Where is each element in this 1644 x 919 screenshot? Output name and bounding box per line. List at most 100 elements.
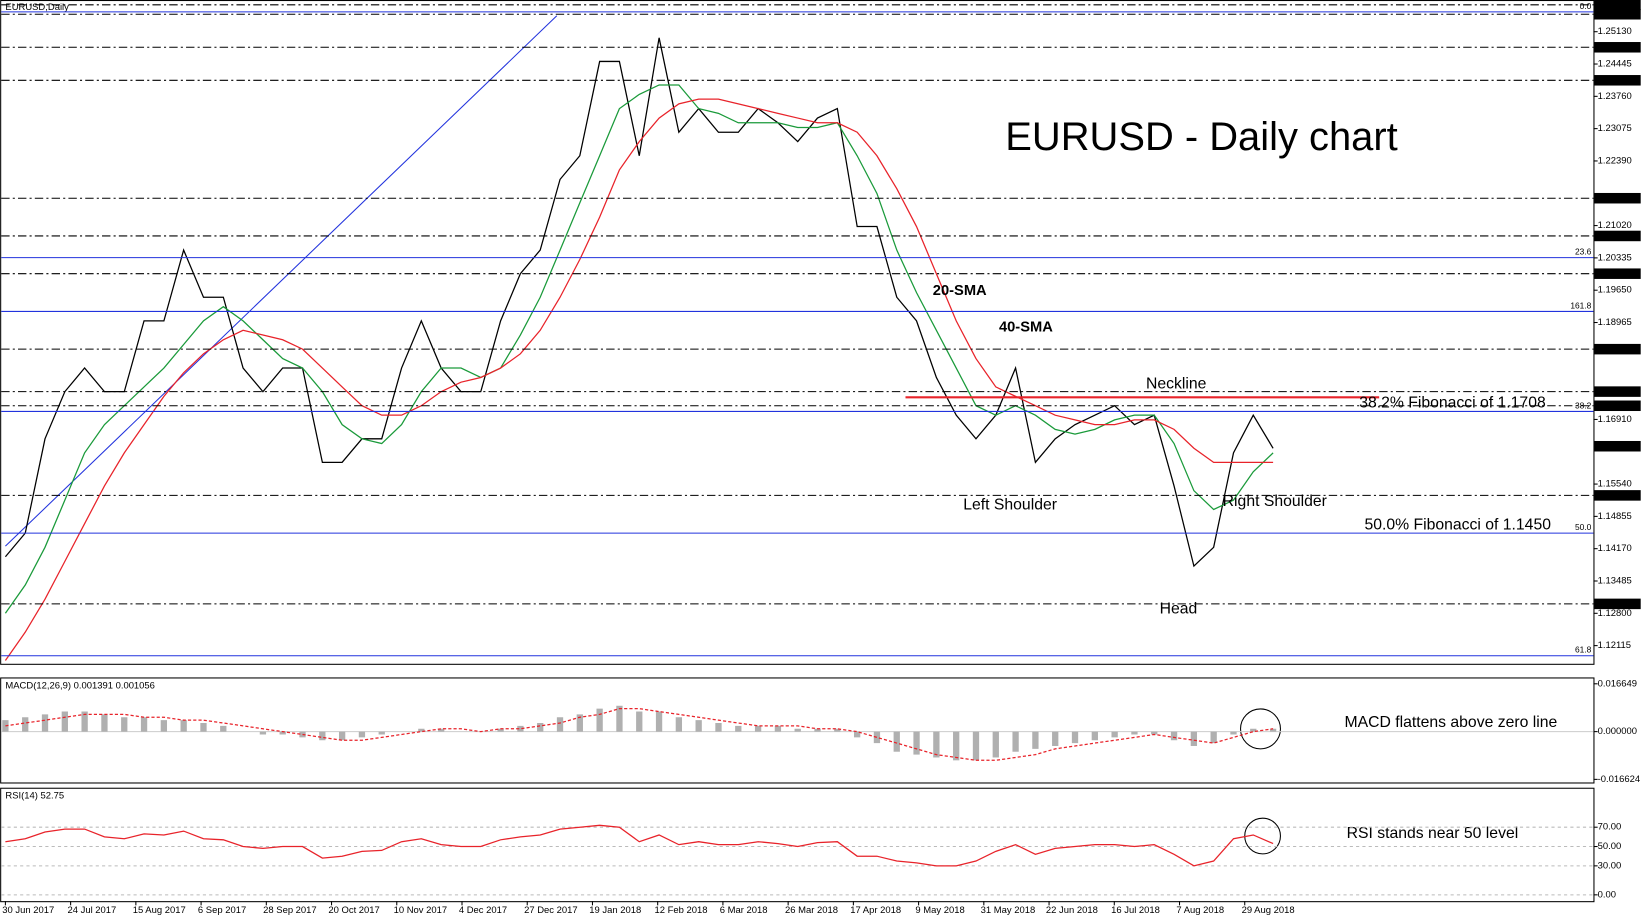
macd-bar [814, 728, 821, 732]
annotation: 50.0% Fibonacci of 1.1450 [1364, 516, 1551, 533]
y-tick-label: 1.23760 [1598, 91, 1632, 102]
macd-bar [81, 711, 88, 732]
line-series [5, 824, 1274, 867]
macd-bar [259, 731, 267, 735]
x-tick-label: 19 Jan 2018 [589, 905, 641, 916]
x-tick-label: 4 Dec 2017 [459, 905, 507, 916]
y-tick-label: 1.14170 [1598, 543, 1632, 554]
x-tick-label: 12 Feb 2018 [655, 905, 708, 916]
macd-bar [695, 720, 702, 732]
macd-bar [972, 731, 980, 761]
rsi-title: RSI(14) 52.75 [5, 791, 64, 802]
x-tick-label: 30 Jun 2017 [2, 905, 54, 916]
macd-bar [1230, 731, 1237, 735]
level-label: 1.20800 [1598, 230, 1632, 241]
macd-bar [1012, 731, 1019, 752]
fib-label: 23.6 [1575, 247, 1592, 257]
y-tick-label: 1.13485 [1598, 575, 1632, 586]
y-tick-label: 1.23075 [1598, 123, 1632, 134]
x-tick-label: 31 May 2018 [981, 905, 1036, 916]
annotation: 20-SMA [933, 283, 987, 299]
macd-bar [22, 717, 29, 732]
macd-bar [418, 728, 425, 732]
level-label: 1.24800 [1598, 42, 1632, 53]
macd-bar [596, 708, 603, 732]
level-box [1594, 268, 1641, 279]
macd-bar [992, 731, 999, 758]
level-label: 1.17500 [1598, 386, 1632, 397]
macd-bar [1032, 731, 1039, 749]
line-series [4, 98, 1274, 661]
level-label: 1.17200 [1598, 400, 1632, 411]
macd-panel [0, 677, 1595, 784]
macd-title: MACD(12,26,9) 0.001391 0.001056 [5, 680, 155, 691]
x-tick-label: 24 Jul 2017 [67, 905, 116, 916]
y-tick-label: 1.12115 [1598, 640, 1631, 651]
price-box [1594, 440, 1641, 452]
x-tick-label: 6 Mar 2018 [720, 905, 768, 916]
y-tick-label: 0.016649 [1598, 678, 1637, 689]
macd-bar [41, 714, 49, 732]
level-box [1594, 42, 1641, 53]
x-tick-label: 22 Jun 2018 [1046, 905, 1098, 916]
trend-line [5, 15, 558, 547]
main-panel [0, 0, 1595, 665]
macd-bar [2, 720, 9, 732]
macd-bar [358, 731, 366, 738]
chart-title: EURUSD - Daily chart [1005, 115, 1397, 159]
macd-bar [655, 711, 663, 732]
level-box [1594, 9, 1641, 20]
level-label: 1.21600 [1598, 193, 1632, 204]
y-tick-label: 0.00 [1598, 889, 1616, 900]
macd-bar [715, 723, 722, 732]
macd-bar [576, 714, 583, 732]
annotation: 38.2% Fibonacci of 1.1708 [1359, 394, 1546, 411]
annotation: Neckline [1146, 376, 1207, 393]
y-tick-label: 70.00 [1598, 822, 1622, 833]
y-tick-label: 1.14855 [1598, 511, 1632, 522]
y-tick-label: 1.18965 [1598, 317, 1632, 328]
macd-bar [953, 731, 960, 761]
fib-label: 50.0 [1575, 522, 1592, 532]
fib-label: 61.8 [1575, 645, 1592, 655]
macd-bar [180, 720, 187, 732]
x-tick-label: 16 Jul 2018 [1111, 905, 1160, 916]
macd-bar [1091, 731, 1098, 741]
macd-bar [121, 717, 128, 732]
macd-bar [794, 728, 801, 732]
y-tick-label: -0.016624 [1598, 774, 1641, 785]
y-tick-label: 0.000000 [1598, 726, 1637, 737]
annotation: Right Shoulder [1223, 493, 1327, 510]
level-label: 1.15300 [1598, 490, 1632, 501]
macd-bar [675, 717, 683, 732]
x-tick-label: 7 Aug 2018 [1176, 905, 1224, 916]
macd-bar [774, 725, 782, 732]
level-box [1594, 230, 1641, 242]
y-tick-label: 1.20335 [1598, 252, 1632, 263]
level-box [1594, 598, 1641, 610]
x-tick-label: 17 Apr 2018 [850, 905, 901, 916]
macd-bar [853, 731, 861, 738]
level-box [1594, 343, 1641, 355]
macd-bar [636, 711, 643, 732]
fib-label: 38.2 [1575, 400, 1592, 410]
fib-label: 0.0 [1580, 1, 1592, 11]
macd-bar [1151, 731, 1158, 735]
macd-bar [537, 723, 544, 732]
macd-bar [517, 725, 524, 732]
macd-bar [338, 731, 346, 741]
level-label: 1.25700 [1598, 0, 1632, 10]
macd-bar [1071, 731, 1079, 744]
symbol-label: EURUSD,Daily [5, 2, 69, 13]
y-tick-label: 1.16910 [1598, 414, 1632, 425]
y-tick-label: 1.24445 [1598, 59, 1632, 70]
x-tick-label: 29 Aug 2018 [1242, 905, 1295, 916]
macd-bar [140, 717, 148, 732]
x-tick-label: 20 Oct 2017 [328, 905, 379, 916]
macd-bar [378, 731, 385, 735]
macd-bar [497, 728, 504, 732]
macd-bar [101, 714, 108, 732]
macd-bar [616, 705, 623, 732]
level-label: 1.18400 [1598, 344, 1632, 355]
